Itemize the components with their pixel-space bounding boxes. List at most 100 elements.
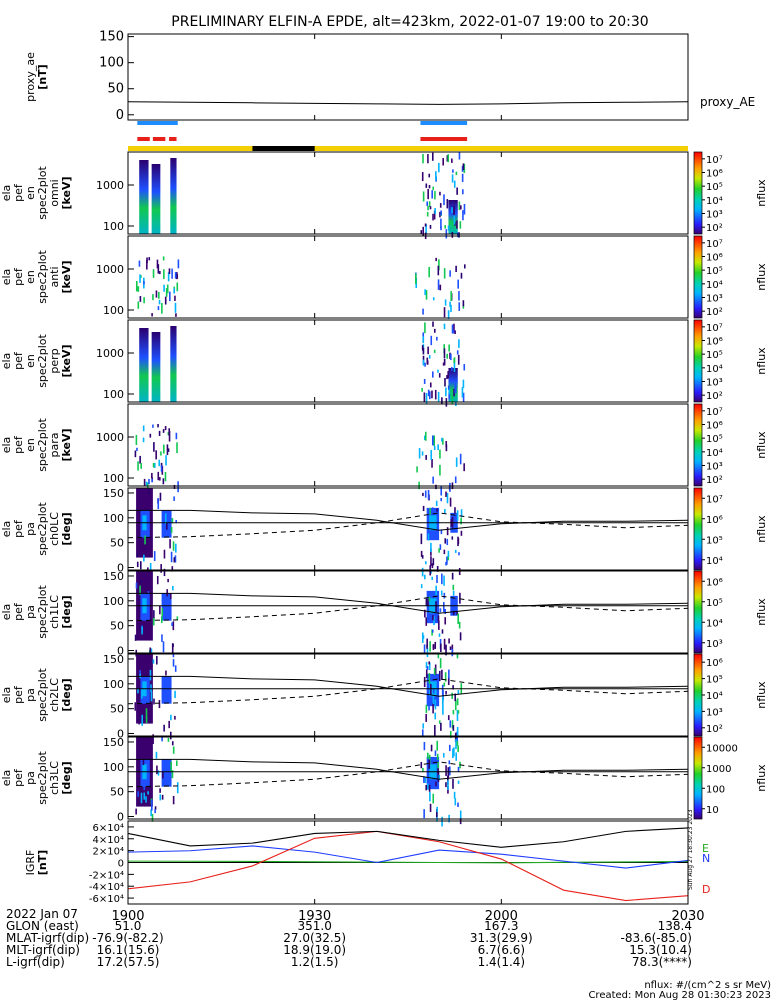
energy-panel-3-ylabel-line: perp — [48, 348, 61, 373]
pitch-angle-panel-2-speckle — [171, 622, 173, 627]
colorbar-tick-label: 10⁶ — [706, 515, 723, 526]
energy-panel-3-speckle — [448, 392, 450, 400]
pitch-angle-panel-1-tick-label: 150 — [103, 487, 124, 500]
energy-panel-3-speckle — [429, 391, 431, 400]
energy-panel-4-speckle — [176, 442, 178, 454]
energy-panel-1-tick-label: 100 — [103, 220, 124, 233]
energy-panel-3-speckle — [422, 336, 425, 344]
energy-panel-4-speckle — [151, 479, 153, 483]
pitch-angle-panel-4-tick-label: 0 — [117, 811, 124, 824]
energy-panel-1-speckle — [422, 226, 425, 237]
pitch-angle-panel-2-speckle — [444, 609, 447, 615]
energy-panel-3-speckle — [433, 349, 436, 353]
pitch-angle-panel-3-speckle — [425, 669, 428, 679]
energy-panel-3-speckle — [427, 389, 430, 397]
pitch-angle-panel-2-speckle — [441, 629, 444, 634]
pitch-angle-panel-2-speckle — [432, 615, 434, 621]
energy-panel-3-speckle — [447, 371, 449, 379]
pitch-angle-panel-3-speckle — [437, 654, 440, 659]
energy-panel-2-speckle — [148, 257, 151, 261]
energy-panel-2-speckle — [449, 270, 451, 277]
energy-panel-4-speckle — [432, 435, 434, 446]
pitch-angle-panel-4-ylabel-line: [deg] — [60, 761, 73, 794]
colorbar-tick-label: 10⁴ — [706, 364, 723, 375]
energy-panel-3-speckle — [437, 391, 440, 403]
pitch-angle-panel-4-ylabel-line: ela — [0, 770, 13, 787]
blue-bar — [420, 121, 468, 125]
pitch-angle-panel-1-ylabel-line: ela — [0, 521, 13, 538]
pitch-angle-panel-4-speckle — [147, 791, 149, 795]
pitch-angle-panel-1-speckle — [431, 510, 434, 515]
pitch-angle-panel-1-speckle — [451, 516, 454, 528]
pitch-angle-panel-4-speckle — [453, 791, 456, 799]
energy-panel-1-speckle — [462, 189, 464, 195]
pitch-angle-panel-2-speckle — [423, 574, 426, 580]
igrf-tick-label: 0 — [118, 859, 124, 870]
pitch-angle-panel-2-speckle — [141, 632, 144, 640]
energy-panel-3-speckle — [432, 371, 434, 378]
energy-panel-2-speckle — [432, 297, 435, 301]
energy-panel-2-speckle — [424, 289, 426, 296]
energy-panel-2-speckle — [157, 306, 160, 311]
energy-panel-4-speckle — [137, 461, 139, 471]
pitch-angle-panel-3 — [127, 653, 689, 737]
blue-bar — [137, 121, 178, 125]
pitch-angle-panel-3-speckle — [441, 696, 444, 705]
energy-panel-2-ylabel-line: en — [24, 270, 37, 284]
energy-panel-1-speckle — [440, 226, 442, 231]
energy-panel-3-ylabel-line: en — [24, 354, 37, 368]
energy-panel-1-speckle — [462, 210, 464, 221]
energy-panel-2-speckle — [447, 310, 450, 319]
energy-panel-4-speckle — [143, 478, 146, 486]
pitch-angle-panel-4-speckle — [437, 771, 440, 782]
pitch-angle-panel-2-speckle — [458, 621, 461, 629]
pitch-angle-panel-1-speckle — [421, 555, 424, 559]
energy-panel-2-speckle — [174, 302, 177, 313]
energy-panel-3-ylabel-line: spec2plot — [36, 334, 49, 388]
energy-panel-4-speckle — [455, 457, 458, 467]
energy-panel-4-speckle — [158, 459, 161, 467]
pitch-angle-panel-2-speckle — [161, 607, 164, 616]
colorbar-tick-label: 10⁵ — [706, 434, 723, 445]
energy-panel-4-speckle — [421, 451, 424, 456]
colorbar-3 — [693, 403, 703, 487]
footer-row-label: 2022 Jan 07 — [6, 907, 78, 921]
energy-panel-1-speckle — [439, 203, 442, 208]
pitch-angle-panel-2-spectrum — [161, 593, 172, 621]
pitch-angle-panel-1-speckle — [424, 561, 427, 565]
pitch-angle-panel-2-speckle — [445, 644, 447, 656]
pitch-angle-panel-1-speckle — [431, 563, 434, 569]
pitch-angle-panel-1-speckle — [446, 492, 449, 504]
pitch-angle-panel-2-ylabel-line: [deg] — [60, 595, 73, 628]
pitch-angle-panel-4-speckle — [432, 793, 435, 804]
pitch-angle-panel-4-speckle — [171, 770, 174, 779]
colorbar-label: nflux — [755, 598, 768, 626]
pitch-angle-panel-3-speckle — [445, 690, 447, 695]
pitch-angle-panel-2-anti-loss-cone-line — [127, 595, 689, 622]
energy-panel-1 — [127, 151, 689, 235]
pitch-angle-panel-2-speckle — [135, 582, 138, 589]
colorbar-label: nflux — [755, 179, 768, 207]
energy-panel-2-tick-label: 100 — [103, 304, 124, 317]
pitch-angle-panel-1-speckle — [170, 526, 173, 533]
pitch-angle-panel-2-speckle — [456, 652, 459, 659]
energy-panel-2-speckle — [437, 279, 440, 290]
energy-panel-2-speckle — [435, 257, 437, 262]
pitch-angle-panel-4-speckle — [447, 780, 449, 790]
energy-panel-3-speckle — [428, 354, 431, 359]
pitch-angle-panel-3-speckle — [428, 673, 431, 684]
pitch-angle-panel-4-speckle — [436, 806, 438, 813]
energy-panel-4-speckle — [142, 425, 145, 432]
energy-panel-1-speckle — [428, 201, 431, 207]
colorbar-label: nflux — [755, 431, 768, 459]
pitch-angle-panel-2-speckle — [172, 652, 175, 658]
pitch-angle-panel-1-speckle — [424, 490, 427, 498]
pitch-angle-panel-4-speckle — [428, 784, 431, 792]
energy-panel-3-speckle — [421, 345, 424, 351]
pitch-angle-panel-4-speckle — [143, 780, 146, 791]
pitch-angle-panel-2-speckle — [176, 616, 179, 620]
pitch-angle-panel-4-speckle — [457, 780, 460, 784]
pitch-angle-panel-2-speckle — [443, 638, 446, 650]
colorbar-label: nflux — [755, 764, 768, 792]
pitch-angle-panel-1-tick-label: 0 — [117, 562, 124, 575]
